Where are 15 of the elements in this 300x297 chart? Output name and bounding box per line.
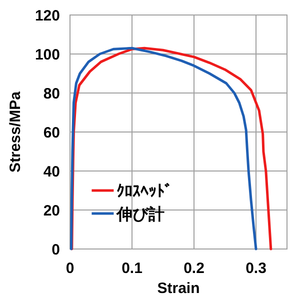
y-tick-label: 120 [34, 8, 60, 24]
legend-label: ｸﾛｽﾍｯﾄﾞ [116, 182, 173, 200]
y-tick-label: 60 [43, 124, 60, 142]
x-tick-label: 0.3 [246, 260, 266, 277]
legend-label: 伸び計 [116, 206, 165, 224]
y-tick-label: 40 [43, 164, 60, 180]
x-axis-title: Strain [157, 280, 200, 297]
y-axis-title: Stress/MPa [7, 90, 24, 172]
y-tick-label: 80 [43, 86, 60, 102]
x-tick-label: 0 [66, 260, 74, 277]
x-tick-label: 0.2 [184, 260, 204, 277]
y-tick-label: 100 [34, 46, 60, 64]
y-tick-label: 20 [43, 202, 60, 220]
y-tick-label: 0 [52, 242, 60, 258]
x-tick-label: 0.1 [122, 260, 142, 277]
